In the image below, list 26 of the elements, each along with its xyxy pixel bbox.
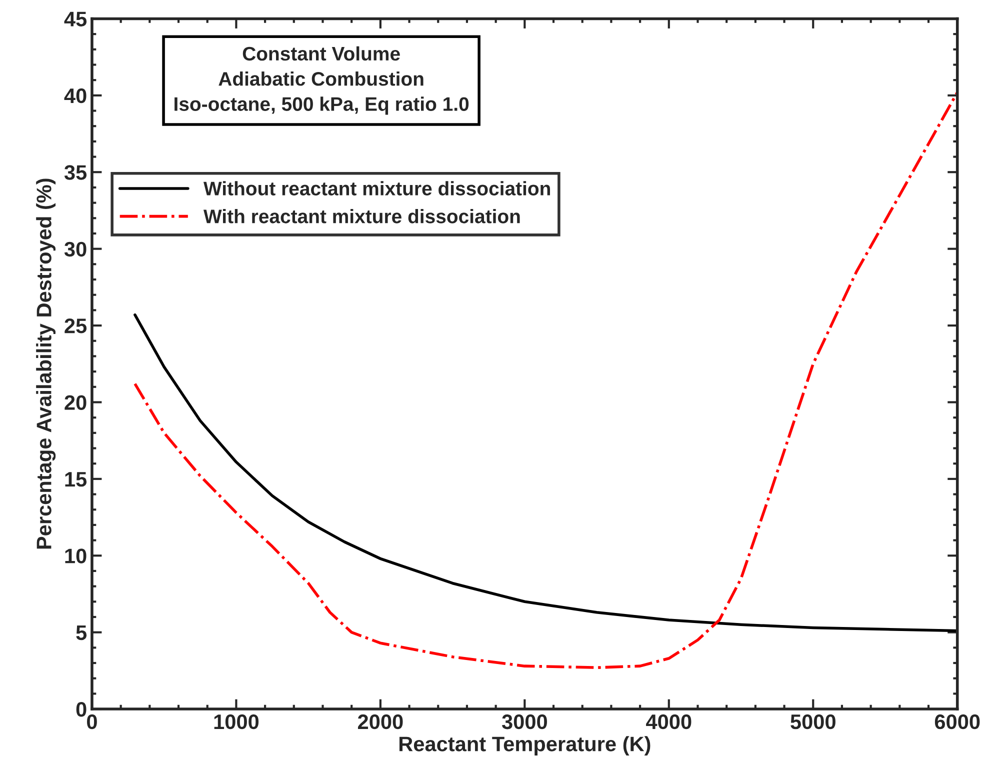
x-tick-label: 5000: [790, 714, 836, 730]
y-tick-label: 40: [64, 88, 86, 104]
legend-label: Without reactant mixture dissociation: [203, 181, 550, 196]
y-tick-label: 10: [65, 548, 86, 564]
y-axis-title: Percentage Availability Destroyed (%): [36, 178, 56, 549]
y-tick-label: 15: [65, 472, 87, 487]
y-tick-label: 25: [64, 318, 87, 334]
y-tick-label: 0: [76, 702, 86, 717]
y-tick-label: 35: [64, 165, 87, 180]
y-tick-label: 30: [64, 242, 86, 257]
line-series: [134, 313, 958, 632]
x-tick-label: 6000: [934, 714, 980, 730]
annotation: Iso-octane, 500 kPa, Eq ratio 1.0: [174, 96, 469, 115]
x-tick-label: 1000: [214, 714, 259, 730]
y-tick-label: 45: [64, 12, 87, 26]
y-tick-label: 5: [76, 626, 87, 640]
x-tick-label: 4000: [646, 714, 692, 730]
annotation: Adiabatic Combustion: [218, 72, 424, 86]
x-axis-title: Reactant Temperature (K): [399, 736, 650, 756]
legend-label: With reactant mixture dissociation: [203, 209, 520, 224]
line-series: [134, 90, 958, 669]
x-tick-label: 2000: [358, 714, 403, 730]
y-tick-label: 20: [64, 395, 86, 410]
x-tick-label: 0: [87, 714, 97, 730]
x-tick-label: 3000: [502, 714, 547, 730]
annotation: Constant Volume: [242, 46, 400, 61]
